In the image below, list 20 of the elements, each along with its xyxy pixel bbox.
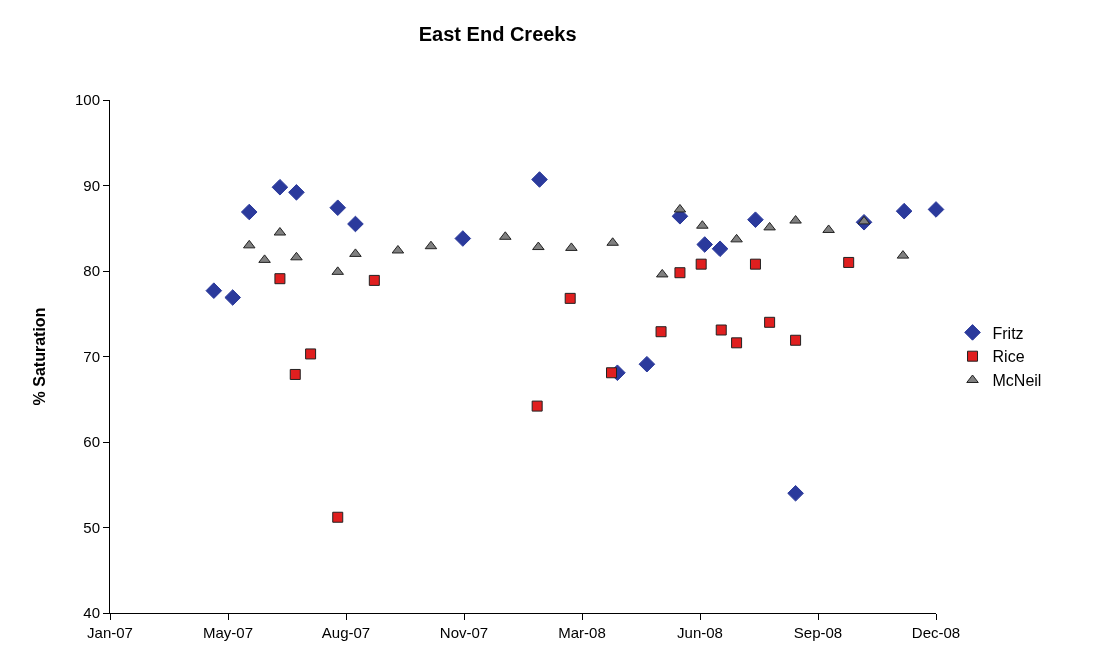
chart-title: East End Creeks bbox=[418, 22, 577, 45]
y-tick-label: 70 bbox=[83, 347, 100, 365]
x-tick-label: Jun-08 bbox=[677, 624, 723, 641]
legend-label: Rice bbox=[992, 348, 1025, 366]
x-tick-label: Nov-07 bbox=[439, 624, 489, 641]
y-tick-label: 90 bbox=[83, 176, 100, 194]
y-tick-label: 100 bbox=[74, 91, 100, 109]
x-tick-label: May-07 bbox=[202, 624, 254, 641]
x-tick-label: Aug-07 bbox=[321, 624, 371, 641]
legend-label: Fritz bbox=[992, 324, 1024, 342]
y-tick-label: 50 bbox=[83, 518, 100, 536]
y-tick-label: 40 bbox=[83, 604, 100, 622]
y-axis-title: % Saturation bbox=[30, 307, 48, 406]
x-tick-label: Mar-08 bbox=[558, 624, 606, 641]
legend-label: McNeil bbox=[992, 372, 1042, 390]
x-tick-label: Sep-08 bbox=[793, 624, 843, 641]
x-tick-label: Dec-08 bbox=[911, 624, 961, 641]
x-tick-label: Jan-07 bbox=[87, 624, 133, 641]
y-tick-label: 80 bbox=[83, 262, 100, 280]
y-tick-label: 60 bbox=[83, 433, 100, 451]
